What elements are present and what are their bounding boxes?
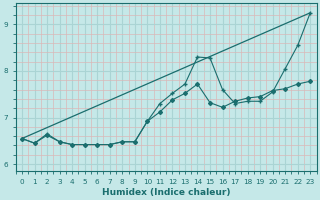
X-axis label: Humidex (Indice chaleur): Humidex (Indice chaleur) <box>102 188 230 197</box>
